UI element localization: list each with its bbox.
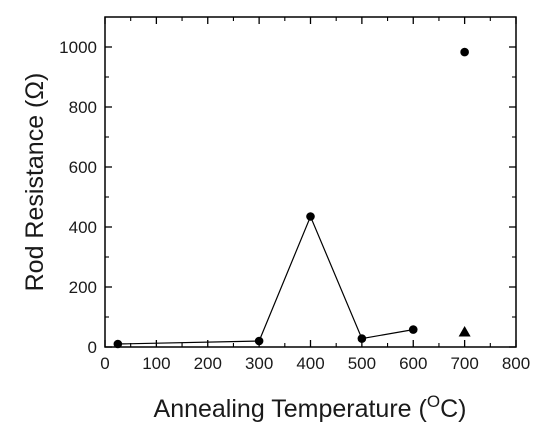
y-tick-label: 200 <box>69 278 97 297</box>
data-points <box>113 47 471 349</box>
x-axis-title-superscript: O <box>427 392 440 411</box>
data-point-circle <box>113 339 123 349</box>
x-axis-title: Annealing Temperature (OC) <box>154 392 467 423</box>
x-tick-label: 500 <box>348 354 376 373</box>
series-lines <box>117 214 414 345</box>
data-point-circle <box>408 325 418 334</box>
y-axis: 0 200 400 600 800 1000 <box>59 38 516 357</box>
x-tick-label: 800 <box>502 354 530 373</box>
data-point-triangle <box>458 326 471 337</box>
x-axis: 0 100 200 300 400 500 600 700 800 <box>100 17 530 373</box>
y-tick-label: 800 <box>69 98 97 117</box>
data-point-circle <box>357 334 367 343</box>
y-tick-label: 600 <box>69 158 97 177</box>
y-axis-title: Rod Resistance (Ω) <box>21 73 49 292</box>
x-axis-title-end: C) <box>440 395 466 423</box>
plot-frame <box>104 16 517 348</box>
x-tick-label: 200 <box>194 354 222 373</box>
y-tick-label: 400 <box>69 218 97 237</box>
y-tick-label: 0 <box>88 338 97 357</box>
data-point-circle <box>254 336 264 346</box>
x-tick-label: 400 <box>296 354 324 373</box>
x-tick-label: 100 <box>142 354 170 373</box>
x-tick-label: 0 <box>100 354 109 373</box>
y-tick-label: 1000 <box>59 38 97 57</box>
x-tick-label: 700 <box>450 354 478 373</box>
x-tick-label: 600 <box>399 354 427 373</box>
x-tick-label: 300 <box>245 354 273 373</box>
x-axis-title-main: Annealing Temperature ( <box>154 395 428 423</box>
data-point-circle <box>460 47 469 57</box>
data-point-circle <box>306 212 315 221</box>
series-line <box>117 214 414 345</box>
